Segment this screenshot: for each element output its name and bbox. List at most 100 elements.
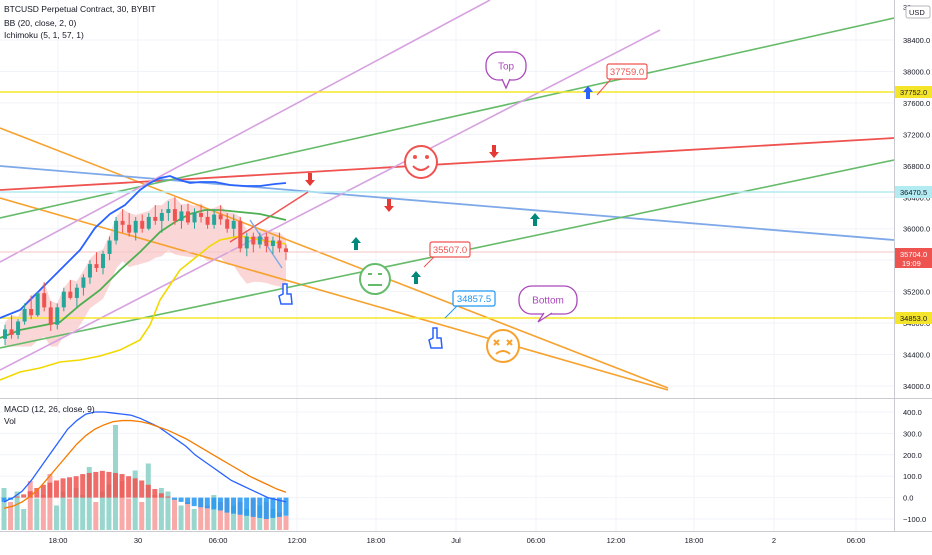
volume-bar bbox=[8, 502, 14, 530]
time-axis[interactable]: 18:00 30 06:00 12:00 18:00 Jul 06:00 12:00 18:00… bbox=[49, 536, 866, 545]
volume-bar bbox=[165, 491, 171, 530]
callout-speech-bubble[interactable]: Bottom bbox=[518, 285, 578, 323]
marker-blue-left bbox=[583, 86, 593, 99]
mouth bbox=[412, 165, 430, 171]
volume-bar bbox=[60, 491, 66, 530]
arrow-shape bbox=[530, 213, 540, 226]
macd-histogram-bar bbox=[106, 471, 112, 498]
candle-body bbox=[159, 213, 164, 221]
trendline-blue bbox=[0, 165, 894, 241]
lagging-span-line bbox=[0, 235, 287, 381]
legend-macd[interactable]: MACD (12, 26, close, 9) bbox=[4, 404, 95, 414]
time-tick-label: 18:00 bbox=[367, 536, 386, 545]
hand-shape bbox=[278, 283, 293, 305]
marker-red-down bbox=[489, 145, 499, 158]
volume-bar bbox=[119, 481, 125, 530]
bubble-text: Top bbox=[498, 62, 515, 73]
candlestick-series bbox=[3, 197, 288, 346]
macd-tick-label: −100.0 bbox=[903, 515, 926, 524]
legend-symbol[interactable]: BTCUSD Perpetual Contract, 30, BYBIT bbox=[4, 4, 156, 14]
price-tag bbox=[895, 86, 932, 98]
time-tick-label: 18:00 bbox=[49, 536, 68, 545]
macd-histogram-bar bbox=[250, 497, 256, 517]
volume-bar bbox=[211, 495, 217, 530]
price-tick-label: 37600.0 bbox=[903, 99, 930, 108]
macd-histogram-bar bbox=[231, 497, 237, 514]
hand-pointer-icon bbox=[278, 283, 293, 305]
macd-histogram-bar bbox=[217, 497, 223, 511]
candle-body bbox=[114, 220, 119, 241]
legend-ichimoku[interactable]: Ichimoku (5, 1, 57, 1) bbox=[4, 30, 84, 40]
macd-tick-label: 200.0 bbox=[903, 451, 922, 460]
candle-body bbox=[146, 216, 151, 229]
volume-bar bbox=[139, 502, 145, 530]
macd-histogram-bar bbox=[21, 494, 27, 498]
marker-red-down bbox=[305, 173, 315, 186]
face bbox=[404, 145, 438, 179]
price-tick-label: 37200.0 bbox=[903, 130, 930, 139]
macd-histogram-bar bbox=[27, 491, 33, 498]
eye bbox=[425, 155, 429, 159]
candle-body bbox=[284, 248, 288, 253]
macd-histogram-bar bbox=[165, 496, 171, 498]
callout-price-callout[interactable]: 37759.0 bbox=[596, 63, 648, 96]
price-tick-label: 34000.0 bbox=[903, 382, 930, 391]
candle-body bbox=[3, 329, 7, 339]
candle-body bbox=[264, 236, 269, 247]
arrow-shape bbox=[489, 145, 499, 158]
callout-text: 35507.0 bbox=[433, 245, 467, 256]
macd-histogram-bar bbox=[80, 474, 86, 498]
volume-bar bbox=[47, 474, 53, 530]
macd-histogram-bar bbox=[139, 480, 145, 498]
legend-bb[interactable]: BB (20, close, 2, 0) bbox=[4, 18, 77, 28]
macd-line bbox=[3, 411, 287, 503]
candle-body bbox=[205, 216, 210, 225]
macd-histogram-bar bbox=[119, 474, 125, 498]
macd-histogram-bar bbox=[14, 496, 20, 498]
volume-bar bbox=[53, 505, 59, 530]
price-tag-text: 36470.5 bbox=[900, 188, 927, 197]
macd-histogram-bar bbox=[211, 497, 217, 510]
callouts[interactable]: 37759.0 35507.0 34857.5 Top Bottom bbox=[423, 51, 648, 323]
callout-price-callout[interactable]: 34857.5 bbox=[444, 290, 496, 319]
bubble-text: Bottom bbox=[532, 296, 564, 307]
price-tick-label: 35200.0 bbox=[903, 288, 930, 297]
time-tick-label: 06:00 bbox=[209, 536, 228, 545]
callout-pointer bbox=[596, 78, 612, 96]
callout-speech-bubble[interactable]: Top bbox=[485, 51, 527, 90]
price-axis[interactable]: 38400.038000.037600.037200.036800.036400… bbox=[903, 3, 931, 391]
price-tick-label: 36000.0 bbox=[903, 225, 930, 234]
trendline-orange-lower bbox=[0, 197, 669, 391]
price-tag bbox=[895, 186, 932, 198]
candle-body bbox=[133, 220, 138, 233]
marker-red-down bbox=[384, 199, 394, 212]
macd-histogram-bar bbox=[263, 497, 269, 519]
candle-body bbox=[153, 216, 158, 221]
macd-histogram-bar bbox=[270, 497, 276, 518]
eye bbox=[413, 155, 417, 159]
volume-bar bbox=[14, 491, 20, 530]
trendline-drawings[interactable] bbox=[0, 0, 894, 391]
volume-bar bbox=[237, 502, 243, 530]
arrow-shape bbox=[411, 271, 421, 284]
legend-vol[interactable]: Vol bbox=[4, 416, 16, 426]
candle-body bbox=[35, 293, 40, 316]
macd-histogram-bar bbox=[126, 476, 132, 498]
emoji-dizzy-orange-icon bbox=[486, 329, 520, 363]
macd-histogram-bar bbox=[34, 487, 40, 498]
candle-body bbox=[179, 211, 184, 221]
time-tick-label: Jul bbox=[451, 536, 461, 545]
candle-body bbox=[185, 211, 190, 223]
candle-body bbox=[74, 287, 79, 298]
volume-bar bbox=[93, 502, 99, 530]
price-tag bbox=[895, 312, 932, 324]
candle-body bbox=[140, 220, 145, 229]
macd-axis[interactable]: 400.0 300.0 200.0 100.0 0.0 −100.0 bbox=[903, 408, 926, 524]
candle-body bbox=[127, 224, 132, 233]
candle-body bbox=[68, 291, 73, 298]
volume-bar bbox=[34, 498, 40, 530]
macd-histogram-bar bbox=[67, 477, 73, 498]
time-tick-label: 30 bbox=[134, 536, 142, 545]
callout-price-callout[interactable]: 35507.0 bbox=[423, 241, 471, 268]
